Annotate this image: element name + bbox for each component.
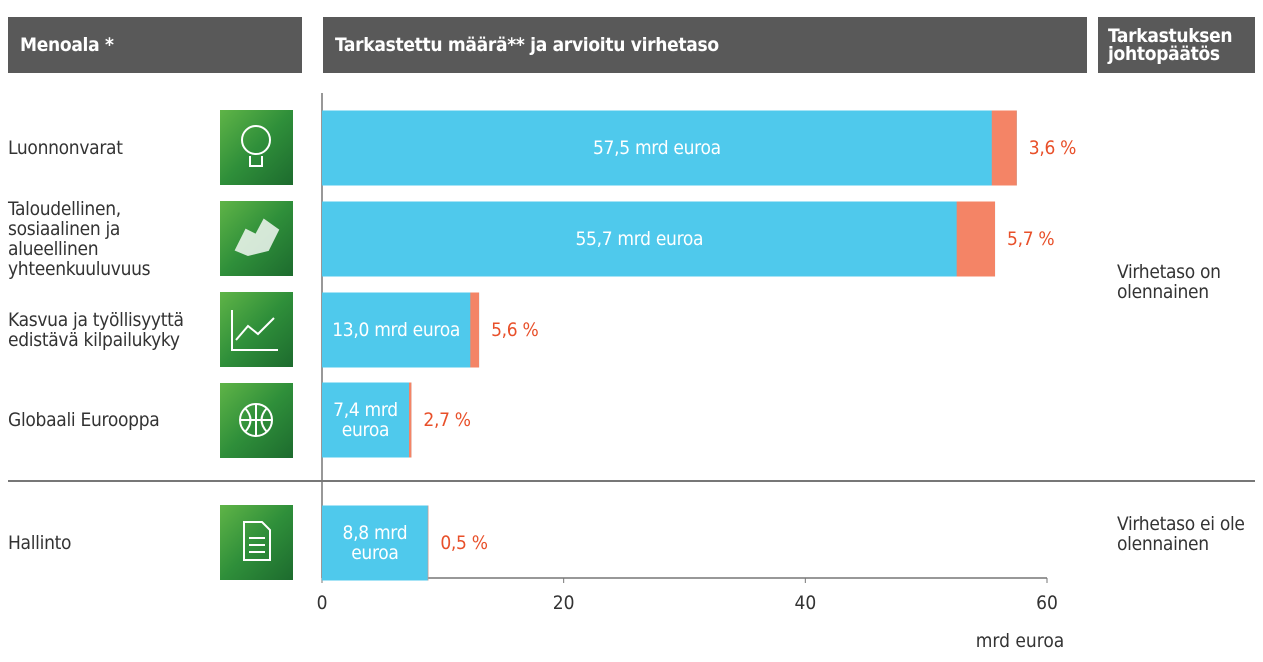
x-tick-label: 60 [1036, 592, 1058, 614]
x-tick-label: 40 [794, 592, 817, 614]
value-label: 13,0 mrd euroa [332, 319, 461, 341]
value-label: 57,5 mrd euroa [592, 137, 721, 159]
icon [220, 505, 293, 580]
header: Menoala * [8, 17, 302, 73]
error-segment [956, 201, 996, 277]
x-tick-label: 20 [552, 592, 575, 614]
bar [322, 292, 480, 368]
category-label: Kasvua ja työllisyyttä edistävä kilpailu… [8, 309, 184, 351]
value-label: 55,7 mrd euroa [575, 228, 704, 250]
error-rate-label: 0,5 % [440, 532, 488, 554]
icon [220, 110, 293, 185]
error-rate-label: 5,7 % [1007, 228, 1055, 250]
header: Tarkastuksen johtopäätös [1098, 17, 1255, 73]
error-rate-label: 2,7 % [423, 409, 471, 431]
category-label: Globaali Eurooppa [8, 409, 160, 431]
value-label: 7,4 mrd euroa [333, 399, 398, 441]
conclusion: Virhetaso ei ole olennainen [1117, 513, 1245, 555]
category-label: Hallinto [8, 532, 72, 554]
bar [322, 382, 412, 458]
x-axis-label: mrd euroa [975, 630, 1065, 652]
bar [322, 505, 429, 581]
error-rate-label: 3,6 % [1028, 137, 1077, 159]
error-segment [470, 292, 480, 368]
bar [322, 110, 1017, 186]
icons [220, 110, 293, 580]
header: Tarkastettu määrä** ja arvioitu virhetas… [323, 17, 1087, 73]
x-tick-label: 0 [316, 592, 328, 614]
error-segment [409, 382, 412, 458]
error-rate-label: 5,6 % [491, 319, 539, 341]
category-label: Taloudellinen, sosiaalinen ja alueelline… [8, 198, 151, 280]
icon-glyphs [231, 125, 280, 561]
value-label: 8,8 mrd euroa [342, 522, 408, 564]
icon [220, 292, 293, 367]
conclusion: Virhetaso on olennainen [1117, 261, 1221, 303]
category-label: Luonnonvarat [8, 137, 123, 159]
bar [322, 201, 996, 277]
error-segment [427, 505, 429, 581]
error-segment [991, 110, 1017, 186]
